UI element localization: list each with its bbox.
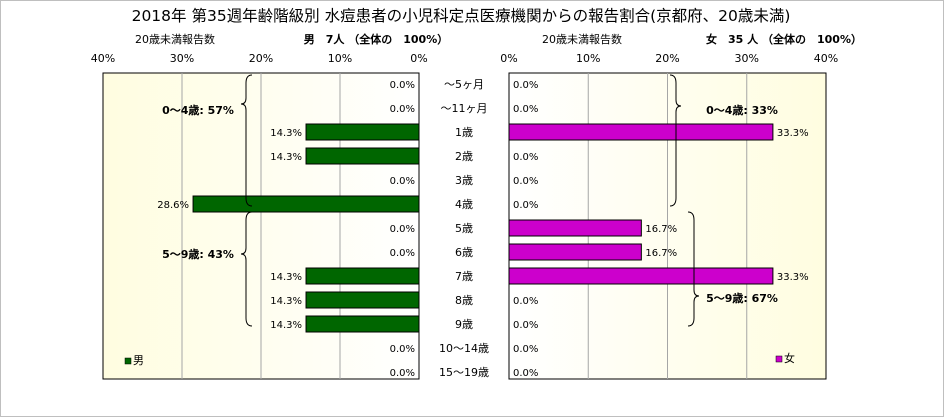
male-data-label: 0.0% <box>390 176 415 187</box>
male-bar <box>305 315 420 333</box>
female-data-label: 0.0% <box>513 200 538 211</box>
male-data-labels: 0.0% 0.0% 14.3% 14.3% 0.0% 28.6% 0.0% 0.0% 14.3%… <box>157 80 415 379</box>
female-header-count: 女 35 人 （全体の 100%） <box>706 32 862 46</box>
female-tick-label: 30% <box>735 52 759 65</box>
age-label: ～5ヶ月 <box>444 78 484 91</box>
age-label: ～11ヶ月 <box>441 102 488 115</box>
age-label: 3歳 <box>455 174 473 187</box>
male-data-label: 0.0% <box>390 368 415 379</box>
female-bar <box>508 219 642 237</box>
male-tick-label: 30% <box>170 52 194 65</box>
female-bar <box>508 243 642 261</box>
male-annotation-5-9: 5～9歳: 43% <box>162 247 234 261</box>
male-bar <box>305 291 420 309</box>
male-legend-swatch <box>124 357 132 365</box>
female-bracket-0-4 <box>669 74 682 207</box>
male-legend-label: 男 <box>133 354 144 367</box>
age-label: 8歳 <box>455 294 473 307</box>
female-data-label: 0.0% <box>513 296 538 307</box>
female-annotation-5-9: 5～9歳: 67% <box>706 291 778 305</box>
male-data-label: 14.3% <box>270 296 302 307</box>
male-tick-label: 20% <box>249 52 273 65</box>
female-data-label: 33.3% <box>777 272 809 283</box>
male-bar <box>305 267 420 285</box>
male-data-label: 0.0% <box>390 224 415 235</box>
male-bars <box>192 123 420 333</box>
male-bar <box>192 195 420 213</box>
female-legend-label: 女 <box>784 351 795 365</box>
female-data-label: 0.0% <box>513 368 538 379</box>
female-data-label: 0.0% <box>513 104 538 115</box>
female-bar <box>508 123 774 141</box>
male-data-label: 0.0% <box>390 248 415 259</box>
female-tick-label: 40% <box>814 52 838 65</box>
female-header-label: 20歳未満報告数 <box>542 33 622 46</box>
age-label: 15～19歳 <box>439 366 489 379</box>
male-data-label: 28.6% <box>157 200 189 211</box>
male-bracket-0-4 <box>240 74 253 207</box>
age-label: 6歳 <box>455 246 473 259</box>
female-legend-swatch <box>775 355 783 363</box>
age-label: 9歳 <box>455 318 473 331</box>
age-label: 10～14歳 <box>439 342 489 355</box>
female-tick-label: 0% <box>500 52 517 65</box>
male-data-label: 0.0% <box>390 80 415 91</box>
female-bar <box>508 267 774 285</box>
female-data-labels: 0.0% 0.0% 33.3% 0.0% 0.0% 0.0% 16.7% 16.7% 33.3%… <box>513 80 809 379</box>
age-group-labels: ～5ヶ月 ～11ヶ月 1歳 2歳 3歳 4歳 5歳 6歳 7歳 8歳 9歳 10～14歳 15～19歳 <box>439 78 489 379</box>
male-data-label: 0.0% <box>390 344 415 355</box>
female-annotation-0-4: 0～4歳: 33% <box>706 103 778 117</box>
age-label: 2歳 <box>455 150 473 163</box>
female-data-label: 16.7% <box>645 248 677 259</box>
female-data-label: 33.3% <box>777 128 809 139</box>
female-data-label: 0.0% <box>513 320 538 331</box>
male-bar <box>305 123 420 141</box>
male-panel: 20歳未満報告数 男 7人 （全体の 100%） 40% 30% 20% 10% 0% … <box>91 32 448 380</box>
male-data-label: 14.3% <box>270 320 302 331</box>
female-data-label: 0.0% <box>513 80 538 91</box>
male-bar <box>305 147 420 165</box>
male-tick-label: 40% <box>91 52 115 65</box>
age-label: 4歳 <box>455 198 473 211</box>
male-axis-ticks: 40% 30% 20% 10% 0% <box>91 52 428 65</box>
male-tick-label: 0% <box>410 52 427 65</box>
male-data-label: 0.0% <box>390 104 415 115</box>
male-data-label: 14.3% <box>270 272 302 283</box>
female-data-label: 0.0% <box>513 344 538 355</box>
female-bracket-5-9 <box>687 211 700 327</box>
male-header-label: 20歳未満報告数 <box>135 33 215 46</box>
female-data-label: 0.0% <box>513 152 538 163</box>
male-data-label: 14.3% <box>270 128 302 139</box>
female-tick-label: 10% <box>576 52 600 65</box>
female-bars <box>508 123 774 285</box>
female-data-label: 16.7% <box>645 224 677 235</box>
chart-title: 2018年 第35週年齢階級別 水痘患者の小児科定点医療機関からの報告割合(京都… <box>132 7 791 25</box>
male-tick-label: 10% <box>328 52 352 65</box>
female-data-label: 0.0% <box>513 176 538 187</box>
male-data-label: 14.3% <box>270 152 302 163</box>
female-panel: 20歳未満報告数 女 35 人 （全体の 100%） 0% 10% 20% 30% 40… <box>500 32 862 380</box>
age-label: 1歳 <box>455 126 473 139</box>
age-label: 5歳 <box>455 222 473 235</box>
female-tick-label: 20% <box>655 52 679 65</box>
age-label: 7歳 <box>455 270 473 283</box>
male-bracket-5-9 <box>240 211 253 327</box>
female-axis-ticks: 0% 10% 20% 30% 40% <box>500 52 838 65</box>
male-header-count: 男 7人 （全体の 100%） <box>304 32 448 46</box>
male-annotation-0-4: 0～4歳: 57% <box>162 103 234 117</box>
